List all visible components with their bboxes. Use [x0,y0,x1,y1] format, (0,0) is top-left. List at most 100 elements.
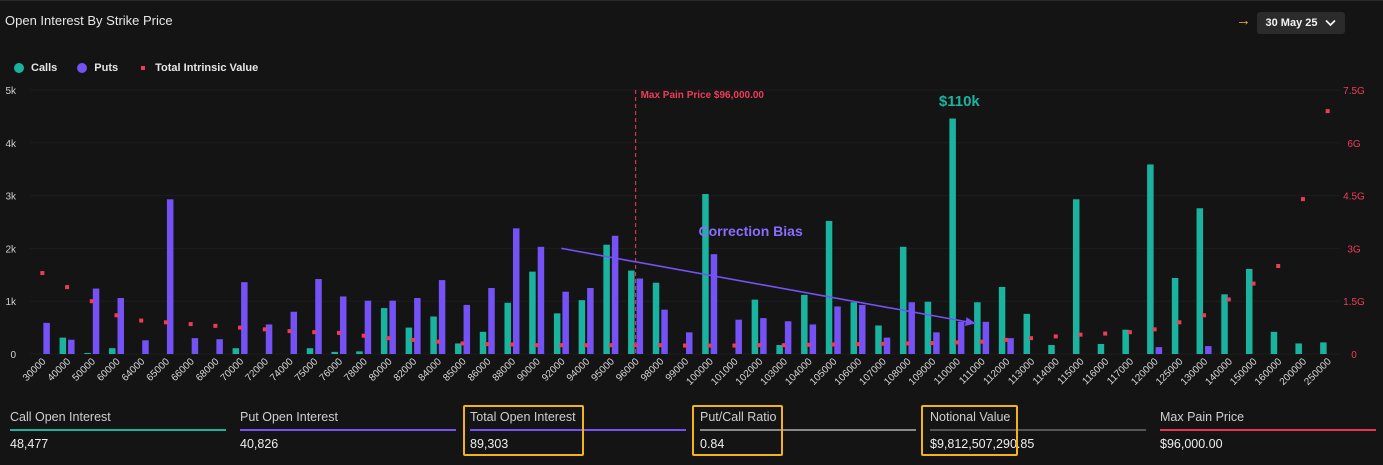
y-right-tick-label: 1.5G [1343,297,1365,308]
stat-total-open-interest: Total Open Interest 89,303 [470,400,690,451]
intrinsic-value-point [954,340,959,345]
stat-underline [240,429,456,431]
puts-bar [216,339,223,354]
x-tick-label: 72000 [243,356,271,384]
puts-bar [1007,338,1014,354]
calls-bar [1245,268,1253,354]
intrinsic-value-point [509,342,514,347]
x-tick-label: 88000 [491,356,519,384]
x-tick-label: 66000 [169,356,197,384]
calls-bar [801,294,808,354]
stat-label: Put Open Interest [240,410,338,424]
x-tick-label: 85000 [441,356,469,384]
x-tick-label: 98000 [639,356,667,384]
intrinsic-value-point [1226,297,1231,302]
puts-bar [191,338,199,354]
intrinsic-value-point [1078,332,1083,337]
intrinsic-value-point [1053,334,1058,339]
puts-bar [587,288,594,354]
summary-stats: Call Open Interest 48,477 Put Open Inter… [0,400,1383,465]
puts-bar [438,280,446,354]
puts-bar [859,304,866,354]
x-tick-label: 68000 [194,356,222,384]
puts-bar [809,324,817,354]
y-left-tick-label: 5k [5,86,17,97]
calls-bar [1295,343,1302,354]
right-arrow-icon: → [1236,12,1251,29]
legend-item-intrinsic[interactable]: Total Intrinsic Value [138,62,258,74]
x-tick-label: 90000 [515,356,543,384]
calls-bar [825,220,833,354]
intrinsic-value-point [1177,320,1182,325]
puts-bar [883,337,891,354]
puts-bar [488,288,495,354]
legend-item-calls[interactable]: Calls [14,62,57,74]
x-tick-label: 95000 [590,356,618,384]
legend-item-puts[interactable]: Puts [77,62,118,74]
stat-value: 0.84 [700,437,725,451]
x-tick-label: 60000 [95,356,123,384]
stat-label: Put/Call Ratio [700,410,777,424]
stat-label: Notional Value [930,410,1011,424]
legend-label: Total Intrinsic Value [155,62,259,74]
calls-bar [430,316,437,354]
puts-bar [389,300,396,354]
x-tick-label: 78000 [342,356,370,384]
x-tick-label: 76000 [318,356,346,384]
intrinsic-value-point [262,327,267,332]
intrinsic-value-point [361,333,366,338]
puts-bar [537,246,545,354]
calls-bar [1221,294,1228,354]
intrinsic-value-point [707,343,712,348]
y-right-tick-label: 7.5G [1343,86,1365,97]
intrinsic-value-point [40,271,45,276]
max-pain-label: Max Pain Price $96,000.00 [641,90,765,101]
puts-bar [265,324,273,354]
x-tick-label: 64000 [120,356,148,384]
calls-bar [455,343,462,354]
intrinsic-value-point [336,330,341,335]
stat-underline [1160,429,1376,431]
legend-label: Calls [31,62,58,74]
x-tick-label: 84000 [417,356,445,384]
calls-bar [306,348,314,354]
expiry-date-dropdown[interactable]: 30 May 25 [1257,12,1345,34]
intrinsic-value-point [608,343,613,348]
intrinsic-value-point [1300,197,1305,202]
calls-bar [1122,329,1129,354]
legend-label: Puts [94,62,119,74]
intrinsic-value-point [238,325,243,330]
intrinsic-value-point [732,343,737,348]
x-tick-label: 250000 [1302,356,1334,388]
calls-bar [504,302,511,354]
intrinsic-value-point [213,323,218,328]
calls-bar [652,282,660,354]
puts-bar [68,339,75,354]
puts-bar [92,288,100,354]
intrinsic-value-point [287,329,292,334]
calls-bar [603,244,610,354]
intrinsic-value-point [65,285,70,290]
correction-bias-label: Correction Bias [699,223,803,239]
puts-bar [339,296,347,354]
arrowhead [964,317,976,327]
intrinsic-value-point [312,330,317,335]
calls-bar [628,270,635,354]
intrinsic-value-point [485,342,490,347]
intrinsic-value-point [534,343,539,348]
stat-value: 40,826 [240,437,279,451]
x-tick-label: 40000 [46,356,74,384]
calls-bar [1048,345,1055,354]
stat-underline [470,429,686,431]
intrinsic-value-point [1127,330,1132,335]
intrinsic-value-point [411,337,416,342]
puts-bar [364,300,372,354]
calls-bar [578,300,586,354]
highlight-box-put-call-ratio [692,405,783,456]
highlight-box-total-oi [463,405,584,456]
x-tick-label: 96000 [614,356,642,384]
x-tick-label: 86000 [466,356,494,384]
puts-bar [686,332,693,354]
top-border [0,0,1383,1]
x-tick-label: 82000 [392,356,420,384]
